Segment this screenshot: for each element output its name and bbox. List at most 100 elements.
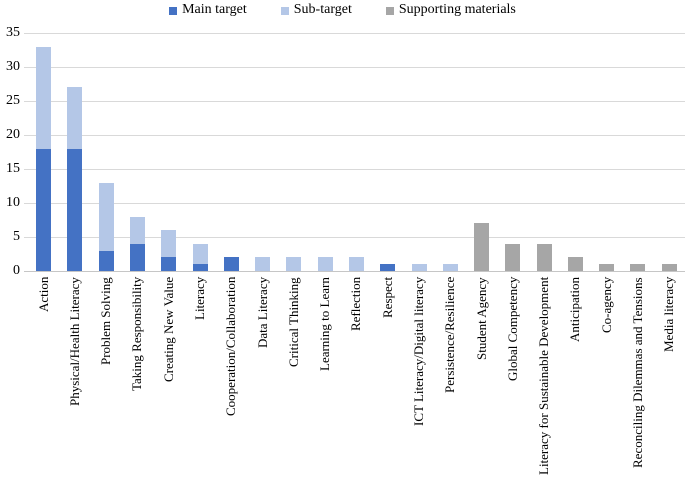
bar-learning-to-learn [317,257,333,271]
bar-co-agency [599,264,615,271]
bar-segment-sub-target [317,257,333,271]
bar-segment-sub-target [36,46,52,149]
bar-creating-new-value [161,230,177,271]
x-axis-labels: Action Physical/Health Literacy Problem So… [28,277,685,489]
x-axis-label: Physical/Health Literacy [66,277,82,406]
bar-column [153,33,184,271]
bar-segment-supporting-materials [630,264,646,271]
bar-problem-solving [98,182,114,271]
x-axis-label: Literacy for Sustainable Development [536,277,552,476]
bar-segment-supporting-materials [505,243,521,271]
x-label-column: Reflection [341,277,372,489]
bar-column [184,33,215,271]
legend-item-supporting-materials: Supporting materials [385,2,516,18]
bar-segment-sub-target [286,257,302,271]
x-axis-label: Reconciling Dilemmas and Tensions [629,277,645,468]
bar-column [310,33,341,271]
bar-action [36,46,52,271]
bar-column [497,33,528,271]
bar-column [622,33,653,271]
bar-segment-main-target [67,148,83,271]
gridline [24,33,685,34]
x-axis-label: Respect [379,277,395,319]
bar-respect [380,264,396,271]
bar-column [59,33,90,271]
bar-segment-supporting-materials [599,264,615,271]
bar-column [529,33,560,271]
bar-segment-sub-target [129,216,145,244]
legend-item-sub-target: Sub-target [280,2,352,18]
bar-column [28,33,59,271]
x-axis-label: Critical Thinking [285,277,301,367]
bar-segment-supporting-materials [567,257,583,271]
x-label-column: Cooperation/Collaboration [216,277,247,489]
bar-column [560,33,591,271]
legend-label-sub-target: Sub-target [293,2,352,17]
bar-segment-sub-target [98,182,114,251]
bar-column [216,33,247,271]
x-label-column: Media literacy [654,277,685,489]
gridline [24,203,685,204]
x-axis-label: Global Competency [504,277,520,382]
bar-critical-thinking [286,257,302,271]
bar-segment-main-target [98,250,114,271]
bar-column [466,33,497,271]
bar-segment-supporting-materials [661,264,677,271]
legend-label-main-target: Main target [182,2,247,17]
x-label-column: Critical Thinking [278,277,309,489]
x-axis-label: Cooperation/Collaboration [223,277,239,417]
bar-segment-main-target [36,148,52,271]
bar-segment-main-target [161,257,177,271]
bar-segment-main-target [223,257,239,271]
x-axis-label: Media literacy [661,277,677,353]
legend-item-main-target: Main target [169,2,247,18]
bar-segment-supporting-materials [536,243,552,271]
bar-column [403,33,434,271]
bars-area [28,33,685,271]
bar-segment-sub-target [411,264,427,271]
legend-swatch-sub-target-icon [280,6,289,15]
x-axis-line [24,271,685,272]
x-axis-label: Co-agency [598,277,614,334]
bar-column [91,33,122,271]
gridline [24,101,685,102]
bar-segment-sub-target [161,230,177,258]
bar-segment-sub-target [348,257,364,271]
chart-legend: Main target Sub-target Supporting materi… [0,2,685,18]
y-axis-tick-30: 30 [6,59,20,74]
x-label-column: Physical/Health Literacy [59,277,90,489]
bar-column [122,33,153,271]
x-axis-label: Learning to Learn [317,277,333,371]
y-axis-tick-15: 15 [6,161,20,176]
x-axis-label: Student Agency [473,277,489,360]
x-label-column: Action [28,277,59,489]
x-label-column: Literacy [184,277,215,489]
x-label-column: Taking Responsibility [122,277,153,489]
bar-data-literacy [255,257,271,271]
bar-reflection [348,257,364,271]
bar-column [341,33,372,271]
bar-column [435,33,466,271]
legend-swatch-supporting-materials-icon [385,6,394,15]
y-axis-tick-20: 20 [6,127,20,142]
x-axis-label: Data Literacy [254,277,270,349]
bar-literacy [192,243,208,271]
bar-student-agency [474,223,490,271]
x-label-column: Respect [372,277,403,489]
x-axis-label: Anticipation [567,277,583,342]
x-label-column: Learning to Learn [310,277,341,489]
x-label-column: Global Competency [497,277,528,489]
bar-global-competency [505,243,521,271]
y-axis-tick-10: 10 [6,195,20,210]
bar-taking-responsibility [129,216,145,271]
bar-persistence-resilience [442,264,458,271]
bar-segment-main-target [129,243,145,271]
bar-segment-sub-target [442,264,458,271]
gridline [24,237,685,238]
bar-media-literacy [661,264,677,271]
legend-label-supporting-materials: Supporting materials [398,2,516,17]
x-label-column: Anticipation [560,277,591,489]
bar-reconciling-dilemmas-and-tensions [630,264,646,271]
y-axis-tick-5: 5 [13,229,20,244]
bar-segment-sub-target [255,257,271,271]
